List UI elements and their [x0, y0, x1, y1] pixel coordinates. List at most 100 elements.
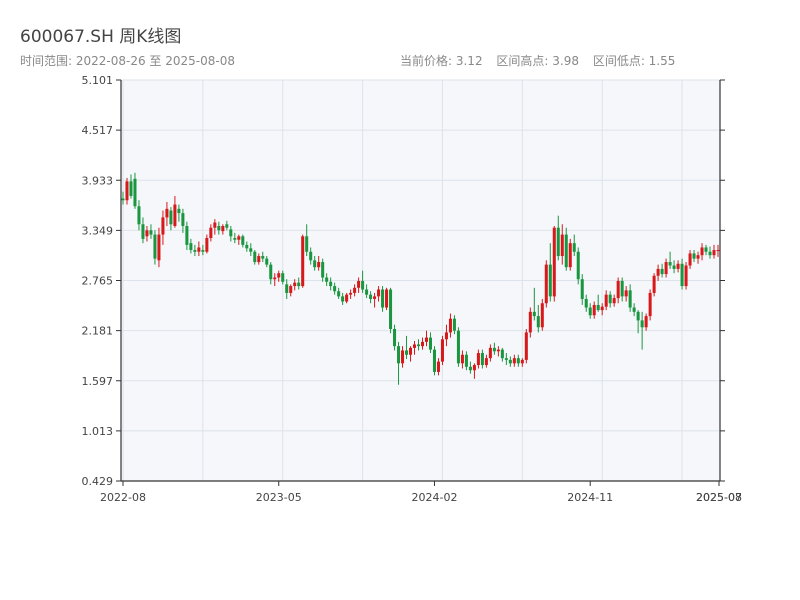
candle-body [500, 349, 504, 359]
candle-body [393, 328, 397, 347]
candle-body [552, 227, 556, 297]
candle [652, 273, 656, 297]
candle [261, 251, 265, 263]
y-tick-label: 4.517 [82, 124, 114, 137]
candle-body [492, 347, 496, 352]
candle [680, 258, 684, 290]
candle-body [313, 260, 317, 268]
candle-body [676, 263, 680, 269]
candle-body [329, 281, 333, 287]
candle-body [592, 304, 596, 316]
candle-body [624, 290, 628, 297]
candle [353, 284, 357, 297]
candle-body [373, 296, 377, 299]
candle-body [496, 349, 500, 352]
candle-body [568, 243, 572, 268]
candle [612, 294, 616, 307]
candle [329, 277, 333, 291]
current-price: 当前价格: 3.12 [400, 54, 483, 68]
candle [157, 227, 161, 268]
y-tick-label: 5.101 [82, 74, 114, 87]
candle [604, 290, 608, 311]
candle [592, 301, 596, 319]
candle [297, 277, 301, 290]
candle-body [688, 253, 692, 266]
candle-body [241, 236, 245, 245]
candle [369, 291, 373, 304]
candle [684, 262, 688, 290]
candle-body [616, 280, 620, 299]
candle-body [341, 296, 345, 302]
candle-body [265, 258, 269, 265]
candle-body [229, 229, 233, 237]
candle [552, 225, 556, 302]
candle-body [401, 350, 405, 364]
candle-body [301, 236, 305, 287]
candle-body [612, 298, 616, 304]
candle [313, 256, 317, 271]
candle [273, 273, 277, 287]
candle-body [608, 294, 612, 304]
candle [257, 253, 261, 265]
candle [217, 221, 221, 235]
candle [692, 250, 696, 263]
candle-body [305, 236, 309, 252]
candle [265, 256, 269, 268]
date-range-text: 时间范围: 2022-08-26 至 2025-08-08 [20, 54, 235, 68]
candle-body [652, 275, 656, 293]
y-tick-label: 3.933 [82, 174, 114, 187]
candle-body [476, 353, 480, 366]
candle-body [640, 320, 644, 328]
candle [165, 201, 169, 226]
candle [393, 324, 397, 351]
candle [700, 243, 704, 261]
candle [349, 289, 353, 299]
candle [640, 311, 644, 350]
candle-body [516, 358, 520, 364]
candle-body [249, 248, 253, 252]
candle-body [149, 230, 153, 235]
x-tick-label: 2023-05 [256, 491, 302, 504]
candle [281, 270, 285, 285]
candle [616, 277, 620, 304]
candle [484, 354, 488, 368]
candle [189, 238, 193, 254]
candle [572, 234, 576, 257]
candle [341, 292, 345, 305]
candle [660, 263, 664, 278]
candle [688, 250, 692, 269]
candle-body [181, 213, 185, 226]
candle-body [456, 330, 460, 364]
candle-body [668, 262, 672, 266]
candle-body [444, 332, 448, 340]
candle-body [349, 292, 353, 295]
candle-body [273, 277, 277, 280]
candle-body [405, 350, 409, 355]
candle-body [584, 298, 588, 308]
candle [408, 346, 413, 362]
candle [712, 244, 716, 259]
candle-body [436, 361, 440, 372]
candle [125, 177, 129, 205]
candle [325, 273, 329, 287]
candle-body [556, 227, 560, 257]
candle-body [325, 277, 329, 282]
candle-body [293, 282, 297, 287]
candle-body [357, 280, 361, 288]
candle [464, 351, 468, 371]
candle-body [664, 262, 668, 275]
candle-body [261, 256, 265, 259]
candle-body [520, 359, 524, 364]
candle [428, 332, 433, 354]
candle [540, 298, 544, 331]
candle-body [253, 251, 257, 263]
candle [305, 224, 309, 257]
candle [448, 313, 452, 338]
candle [536, 304, 540, 333]
candle [676, 260, 680, 273]
candle [656, 264, 660, 281]
candle-body [440, 339, 444, 362]
candle-body [221, 225, 225, 232]
candles [121, 172, 720, 385]
candle [504, 353, 508, 366]
